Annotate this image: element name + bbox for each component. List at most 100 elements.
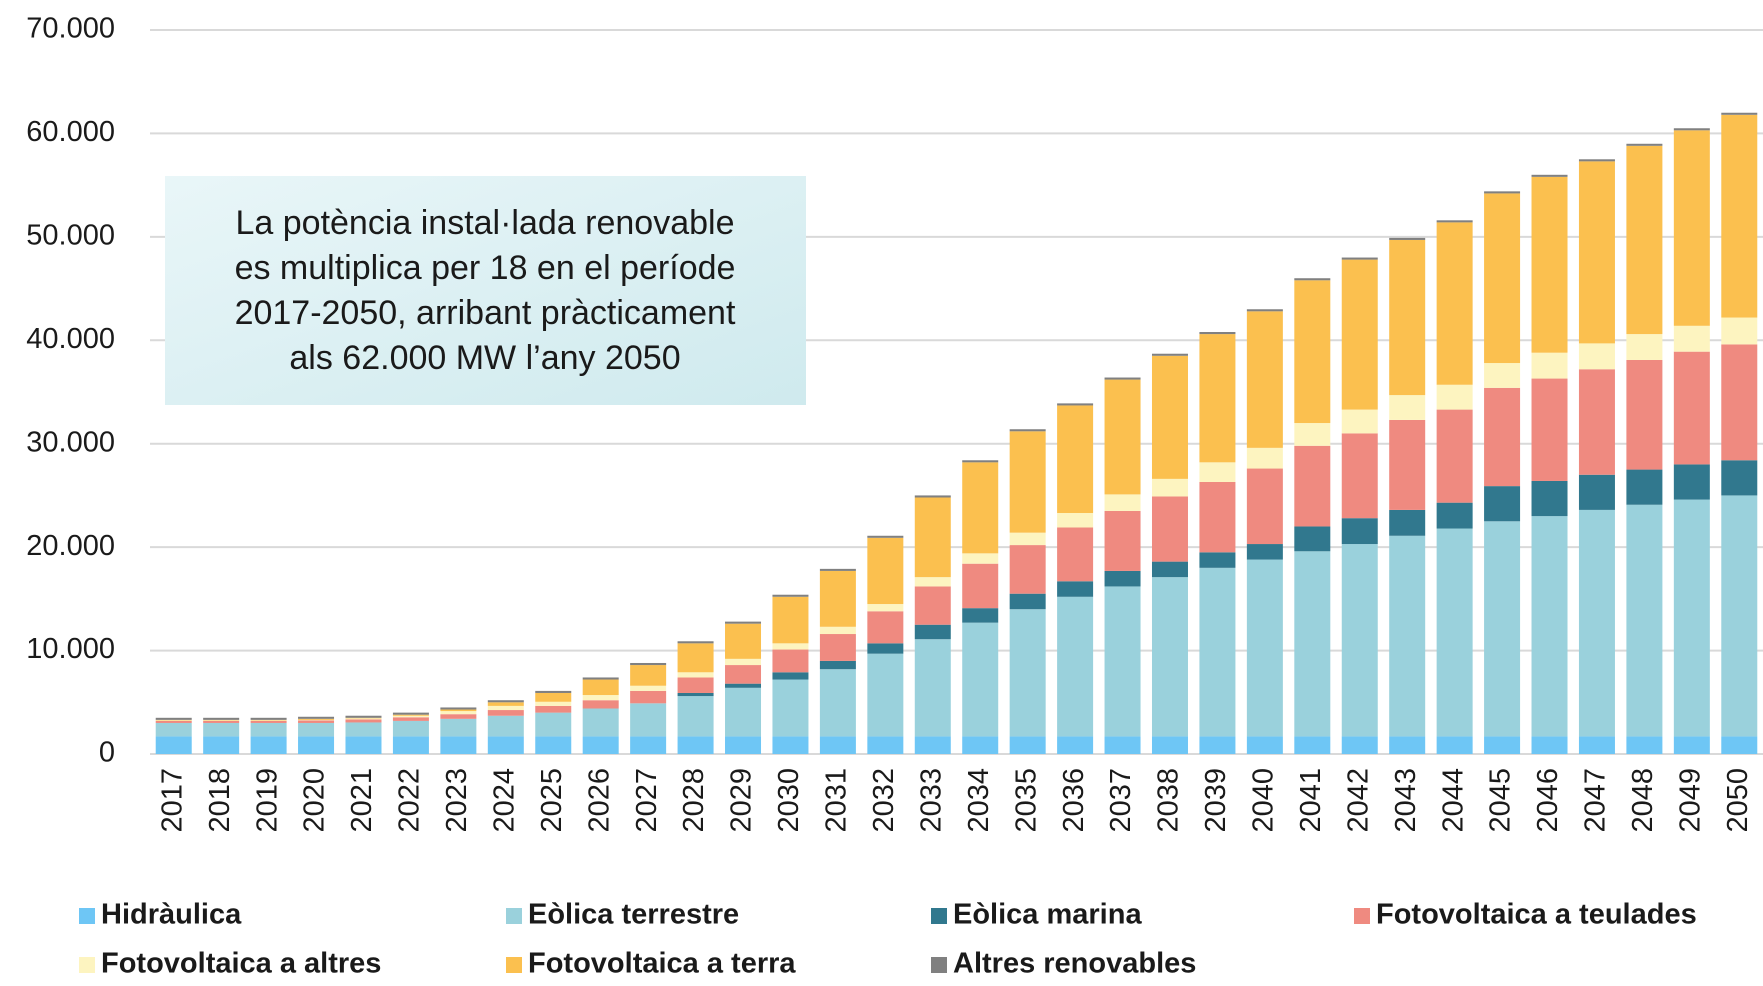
bar-segment: [298, 719, 335, 721]
y-tick-label: 10.000: [26, 633, 115, 665]
bar-segment: [298, 718, 335, 720]
bar-segment: [962, 553, 999, 564]
bar-segment: [345, 736, 382, 754]
bar-segment: [867, 604, 904, 612]
bar-segment: [1721, 112, 1758, 115]
bar-segment: [203, 722, 240, 737]
bar-segment: [1246, 309, 1283, 312]
bar-segment: [1673, 128, 1710, 131]
bar-segment: [819, 626, 856, 635]
x-tick-label: 2034: [963, 768, 995, 833]
bar-segment: [1626, 143, 1663, 146]
bar-segment: [1578, 369, 1615, 475]
bar-segment: [1389, 239, 1426, 396]
bar-segment: [630, 662, 667, 666]
bar-segment: [867, 535, 904, 538]
annotation: 2017-2050, arribant pràcticament: [235, 294, 736, 332]
bar-segment: [298, 736, 335, 754]
bar-segment: [487, 710, 524, 716]
bar-segment: [1484, 486, 1521, 522]
bar-segment: [867, 537, 904, 605]
bar-segment: [298, 716, 335, 719]
bar-segment: [155, 722, 192, 737]
bar-segment: [487, 705, 524, 711]
bar-segment: [440, 736, 477, 754]
bar-segment: [1626, 359, 1663, 470]
y-tick-label: 40.000: [26, 323, 115, 355]
bar-segment: [1578, 474, 1615, 510]
bar-segment: [1531, 480, 1568, 517]
legend-label: Fotovoltaica a altres: [101, 948, 381, 980]
bar-segment: [772, 672, 809, 680]
bar-segment: [914, 577, 951, 587]
bar-segment: [1294, 280, 1331, 424]
bar-segment: [1673, 736, 1710, 754]
legend-swatch: [506, 908, 522, 924]
bar-segment: [677, 677, 714, 693]
x-tick-label: 2021: [346, 768, 378, 833]
bar-segment: [392, 714, 429, 716]
bar-segment: [582, 736, 619, 754]
bar-segment: [772, 643, 809, 650]
x-tick-label: 2042: [1342, 768, 1374, 833]
bar-segment: [535, 712, 572, 737]
bar-segment: [819, 568, 856, 571]
bar-segment: [1436, 736, 1473, 754]
bar-segment: [1389, 509, 1426, 536]
bar-segment: [440, 714, 477, 719]
bar-segment: [392, 717, 429, 721]
bar-segment: [1436, 220, 1473, 223]
bar-segment: [962, 736, 999, 754]
bar-segment: [345, 719, 382, 723]
bar-segment: [1009, 431, 1046, 533]
x-tick-label: 2041: [1295, 768, 1327, 833]
bar-segment: [867, 611, 904, 644]
bar-segment: [487, 715, 524, 737]
bar-segment: [725, 621, 762, 624]
bar-segment: [630, 685, 667, 691]
bar-segment: [677, 643, 714, 673]
bar-segment: [677, 672, 714, 678]
bar-segment: [914, 495, 951, 498]
annotation: es multiplica per 18 en el període: [235, 249, 736, 287]
bar-segment: [1104, 377, 1141, 380]
x-tick-label: 2046: [1532, 768, 1564, 833]
bar-segment: [914, 586, 951, 625]
bar-segment: [1484, 521, 1521, 737]
bars: [155, 112, 1758, 754]
bar-segment: [1578, 161, 1615, 344]
bar-segment: [1436, 222, 1473, 385]
bar-segment: [630, 703, 667, 737]
bar-segment: [1626, 736, 1663, 754]
bar-segment: [1294, 526, 1331, 552]
bar-segment: [1578, 736, 1615, 754]
bar-segment: [1531, 176, 1568, 353]
bar-segment: [630, 690, 667, 704]
x-tick-label: 2035: [1010, 768, 1042, 833]
bar-segment: [1341, 409, 1378, 434]
x-tick-label: 2017: [156, 768, 188, 833]
bar-segment: [1199, 736, 1236, 754]
bar-segment: [203, 736, 240, 754]
bar-segment: [1104, 586, 1141, 737]
bar-segment: [1341, 257, 1378, 260]
bar-segment: [1626, 469, 1663, 505]
bar-segment: [298, 720, 335, 723]
x-tick-label: 2030: [773, 768, 805, 833]
bar-segment: [867, 653, 904, 737]
bar-segment: [1484, 191, 1521, 194]
legend-swatch: [1354, 908, 1370, 924]
bar-segment: [1246, 559, 1283, 737]
x-tick-label: 2033: [915, 768, 947, 833]
x-tick-label: 2020: [299, 768, 331, 833]
bar-segment: [582, 677, 619, 680]
bar-segment: [725, 687, 762, 737]
bar-segment: [582, 679, 619, 696]
bar-segment: [535, 736, 572, 754]
bar-segment: [1484, 193, 1521, 364]
bar-segment: [1721, 736, 1758, 754]
bar-segment: [1436, 409, 1473, 503]
x-tick-label: 2043: [1390, 768, 1422, 833]
bar-segment: [1484, 736, 1521, 754]
bar-segment: [203, 720, 240, 723]
